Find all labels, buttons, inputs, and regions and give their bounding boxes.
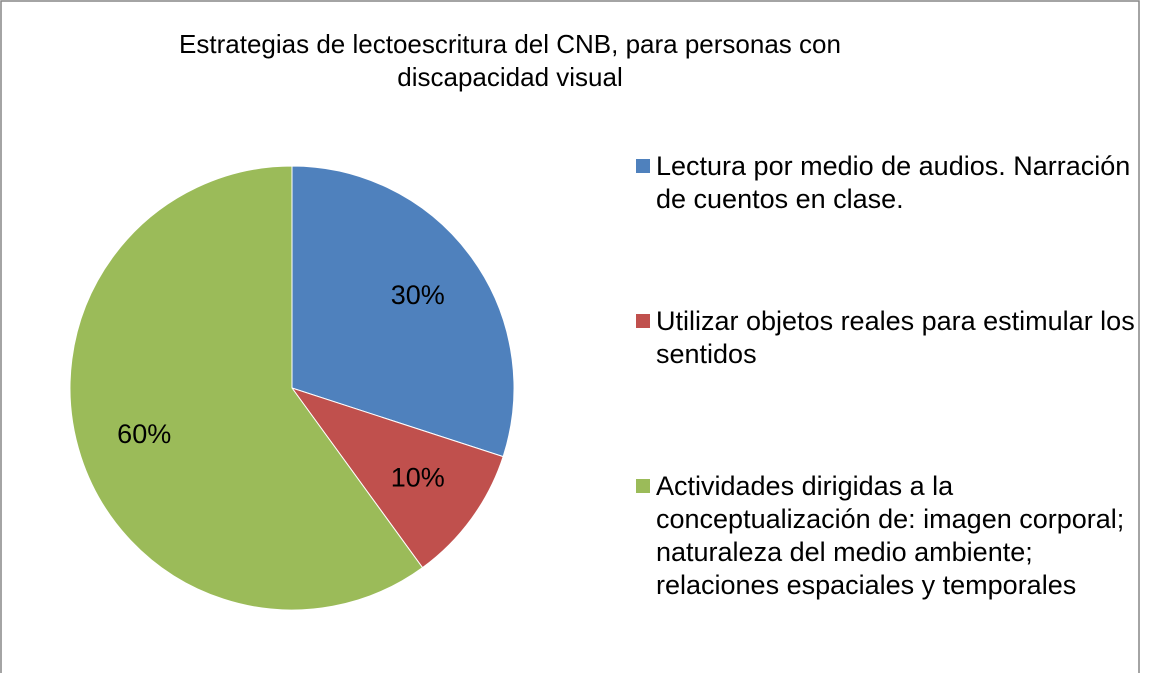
data-label: 60%	[117, 419, 171, 449]
legend-swatch	[636, 479, 650, 493]
pie-slice	[69, 165, 424, 611]
legend-label: Lectura por medio de audios. Narración d…	[656, 151, 1131, 214]
chart-title: Estrategias de lectoescritura del CNB, p…	[179, 29, 841, 92]
legend-label: Actividades dirigidas a la conceptualiza…	[656, 471, 1125, 600]
legend-entry: Utilizar objetos reales para estimular l…	[636, 305, 1136, 371]
pie-slice	[290, 387, 504, 569]
data-label: 10%	[391, 462, 445, 492]
legend-label: Utilizar objetos reales para estimular l…	[656, 306, 1135, 369]
pie-slice	[291, 165, 515, 458]
legend-swatch	[636, 314, 650, 328]
legend-entry: Lectura por medio de audios. Narración d…	[636, 150, 1136, 216]
data-label: 30%	[391, 280, 445, 310]
legend-swatch	[636, 159, 650, 173]
legend-entry: Actividades dirigidas a la conceptualiza…	[636, 470, 1136, 602]
